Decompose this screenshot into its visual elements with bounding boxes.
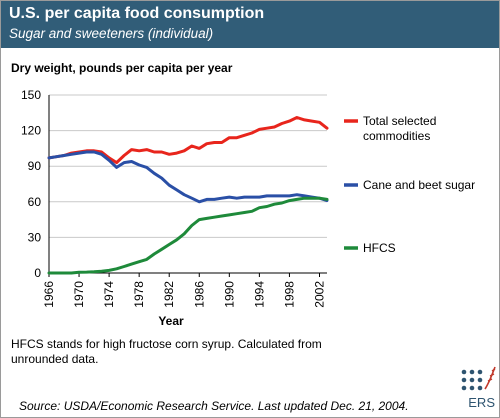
x-tick-label: 2002 [312,281,326,308]
header-bar: U.S. per capita food consumption Sugar a… [1,1,499,48]
footnote: HFCS stands for high fructose corn syrup… [11,337,322,366]
ers-logo-text: ERS [468,395,495,410]
y-tick-label: 0 [34,266,41,280]
x-tick-label: 1970 [72,281,86,308]
source-line: Source: USDA/Economic Research Service. … [19,399,409,413]
legend-label: HFCS [363,241,396,255]
x-tick-label: 1966 [42,281,56,308]
x-tick-label: 1990 [222,281,236,308]
x-tick-label: 1982 [162,281,176,308]
x-tick-label: 1998 [282,281,296,308]
legend-label: Cane and beet sugar [363,178,475,192]
legend-label: Total selected [363,114,436,128]
chart-title: U.S. per capita food consumption [9,5,265,22]
x-tick-label: 1974 [102,281,116,308]
hfcs-line [47,196,329,275]
legend-label: commodities [363,129,430,143]
y-axis-label: Dry weight, pounds per capita per year [11,61,233,75]
y-tick-label: 150 [21,88,41,102]
y-tick-label: 90 [28,159,42,173]
line-chart: Dry weight, pounds per capita per year Y… [11,61,475,328]
cane-and-beet-sugar-line [47,150,329,204]
y-tick-label: 60 [28,195,42,209]
x-tick-label: 1994 [252,281,266,308]
x-tick-label: 1978 [132,281,146,308]
y-tick-label: 30 [28,230,42,244]
ers-logo-icon: ERS [461,366,496,410]
y-tick-label: 120 [21,124,41,138]
chart-subtitle: Sugar and sweeteners (individual) [9,26,214,41]
x-tick-label: 1986 [192,281,206,308]
x-axis-label: Year [158,314,184,328]
total-selected-commodities-line [47,116,329,165]
